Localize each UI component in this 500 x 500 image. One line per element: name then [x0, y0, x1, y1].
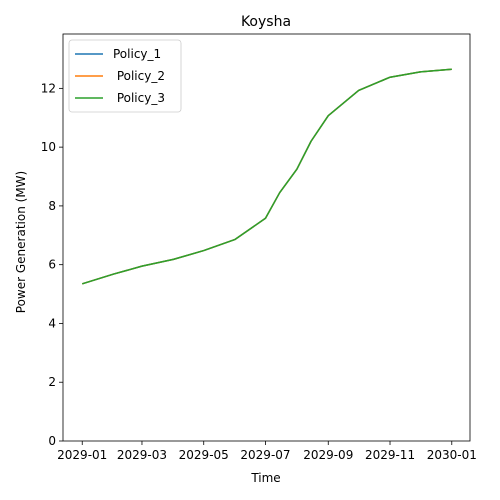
series-line-3	[82, 68, 452, 285]
y-tick-label: 12	[41, 81, 56, 95]
legend-box	[68, 39, 182, 113]
chart-title: Koysha	[241, 14, 291, 30]
x-tick-label: 2029-09	[303, 448, 353, 462]
plot-area: 2029-01 2029-03 2029-05 2029-07 2029-09 2029-…	[41, 33, 477, 462]
x-axis-label: Time	[250, 471, 280, 485]
y-tick-label: 10	[41, 140, 56, 154]
x-tick-label: 2029-01	[57, 448, 107, 462]
legend-label-1: Policy_1	[113, 47, 161, 61]
axes-frame	[62, 33, 471, 442]
y-tick-label: 0	[48, 434, 56, 448]
y-tick-label: 2	[48, 375, 56, 389]
y-tick-label: 6	[48, 258, 56, 272]
y-tick-label: 8	[48, 199, 56, 213]
x-tick-label: 2030-01	[427, 448, 477, 462]
x-tick-label: 2029-03	[117, 448, 167, 462]
legend-label-2: Policy_2	[113, 69, 165, 83]
x-tick-label: 2029-11	[365, 448, 415, 462]
legend-label-3: Policy_3	[113, 91, 165, 105]
y-tick-label: 4	[48, 316, 56, 330]
y-axis-label: Power Generation (MW)	[14, 171, 28, 313]
x-tick-label: 2029-07	[240, 448, 290, 462]
x-tick-label: 2029-05	[179, 448, 229, 462]
